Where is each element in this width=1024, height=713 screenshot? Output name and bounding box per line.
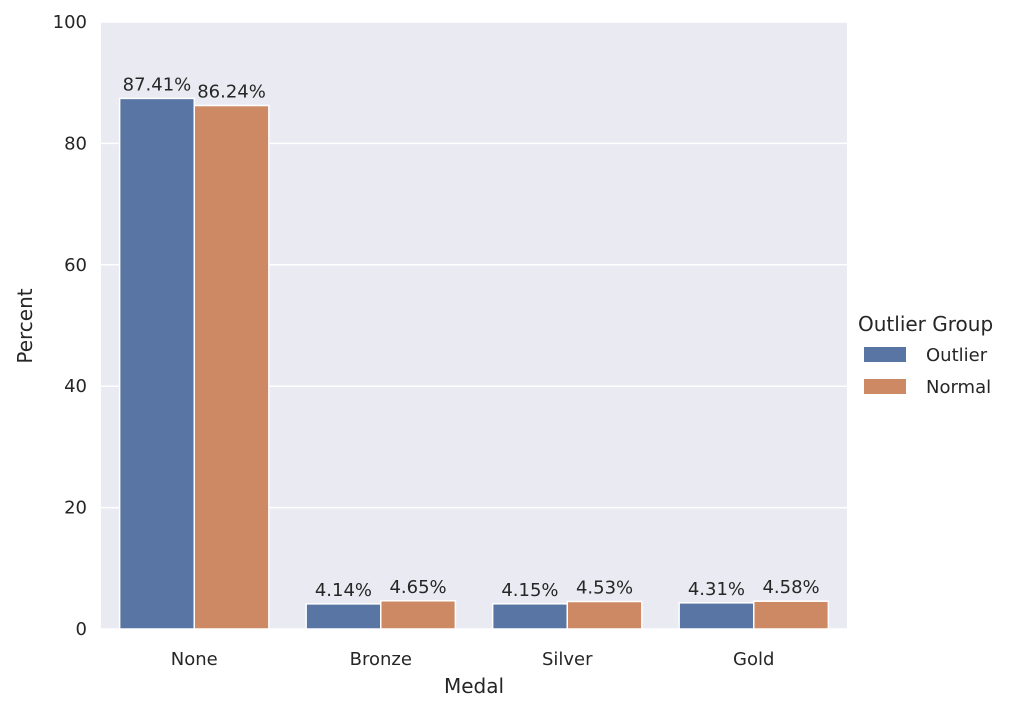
legend-label-outlier: Outlier <box>926 345 988 366</box>
y-tick-label: 80 <box>64 133 87 154</box>
bar-outlier-none <box>118 97 195 630</box>
bar-outlier-silver <box>491 603 568 630</box>
data-label: 4.53% <box>576 578 633 599</box>
x-tick-label: None <box>171 649 218 670</box>
bars <box>118 97 830 630</box>
bar-outlier-bronze <box>305 603 382 630</box>
y-tick-labels: 0 20 40 60 80 100 <box>53 12 87 640</box>
data-label: 4.58% <box>762 577 819 598</box>
data-label: 4.14% <box>315 580 372 601</box>
data-label: 87.41% <box>123 74 192 95</box>
bar-normal-gold <box>753 600 830 630</box>
y-tick-label: 60 <box>64 255 87 276</box>
x-tick-labels: None Bronze Silver Gold <box>171 649 775 670</box>
x-tick-label: Bronze <box>350 649 412 670</box>
y-tick-label: 40 <box>64 376 87 397</box>
bar-normal-none <box>193 104 270 630</box>
x-tick-label: Silver <box>542 649 593 670</box>
legend-label-normal: Normal <box>926 377 991 398</box>
legend-swatch-outlier <box>864 347 906 362</box>
data-label: 4.15% <box>501 580 558 601</box>
legend: Outlier Group Outlier Normal <box>858 312 993 398</box>
legend-title: Outlier Group <box>858 312 993 336</box>
y-tick-label: 100 <box>53 12 87 33</box>
legend-swatch-normal <box>864 379 906 394</box>
data-label: 86.24% <box>197 82 266 103</box>
data-label: 4.65% <box>389 577 446 598</box>
y-axis-label: Percent <box>13 288 37 363</box>
y-tick-label: 20 <box>64 498 87 519</box>
bar-normal-bronze <box>380 600 457 630</box>
y-tick-label: 0 <box>76 619 87 640</box>
legend-items: Outlier Normal <box>864 345 991 398</box>
x-axis-label: Medal <box>444 674 504 698</box>
bar-value-labels: 87.41% 86.24% 4.14% 4.65% 4.15% 4.53% 4.31% 4.5… <box>123 74 820 600</box>
x-tick-label: Gold <box>733 649 774 670</box>
bar-outlier-gold <box>678 602 755 630</box>
bar-normal-silver <box>566 600 643 630</box>
data-label: 4.31% <box>688 579 745 600</box>
